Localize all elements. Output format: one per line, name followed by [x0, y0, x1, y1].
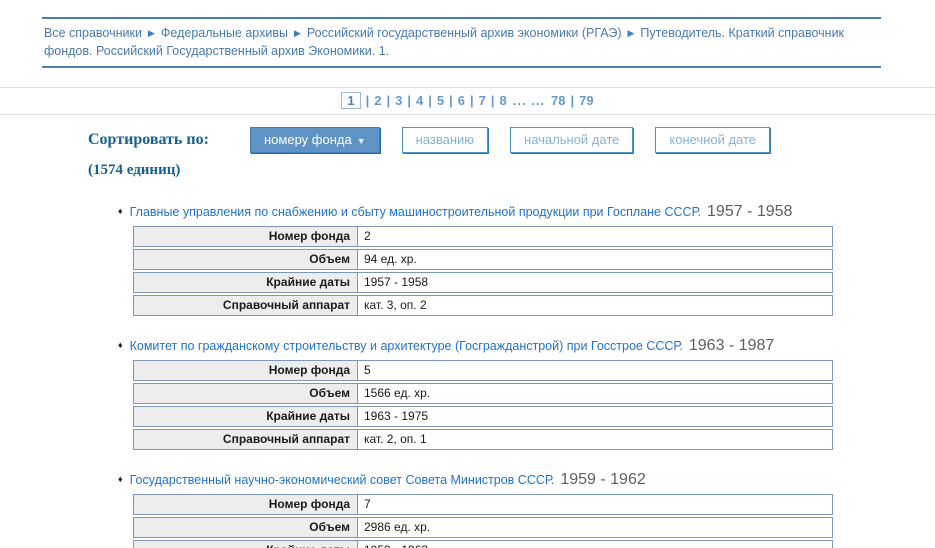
- fond-list: ♦ Главные управления по снабжению и сбыту…: [118, 203, 935, 548]
- pagination-page-6[interactable]: 6: [457, 93, 465, 108]
- fond-dates: 1963 - 1987: [688, 337, 775, 354]
- table-row: Объем 2986 ед. хр.: [133, 517, 833, 538]
- pagination-page-4[interactable]: 4: [416, 93, 424, 108]
- pagination-separator: |: [490, 93, 495, 108]
- breadcrumb-link-federal-archives[interactable]: Федеральные архивы: [160, 26, 288, 40]
- pagination-separator: |: [469, 93, 474, 108]
- pagination-ellipsis: ... ...: [512, 93, 546, 108]
- pagination-current-page: 1: [341, 92, 361, 109]
- table-row: Объем 1566 ед. хр.: [133, 383, 833, 404]
- breadcrumb-arrow-icon: ▶: [627, 28, 635, 38]
- breadcrumb: Все справочники ▶ Федеральные архивы ▶ Росси…: [42, 17, 881, 68]
- pagination-separator: |: [428, 93, 432, 108]
- breadcrumb-arrow-icon: ▶: [147, 28, 155, 38]
- table-row: Номер фонда 7: [133, 494, 833, 515]
- pagination: 1 | 2 | 3 | 4 | 5 | 6 | 7 | 8 ... ... 78 | 79: [0, 87, 935, 115]
- volume-value: 1566 ед. хр.: [358, 384, 832, 403]
- table-row: Объем 94 ед. хр.: [133, 249, 833, 270]
- fond-dates: 1959 - 1962: [560, 471, 646, 488]
- row-label: Крайние даты: [134, 541, 358, 548]
- breadcrumb-link-all-guides[interactable]: Все справочники: [44, 26, 142, 40]
- row-label: Номер фонда: [134, 361, 358, 380]
- row-label: Объем: [134, 518, 358, 537]
- fund-number-value: 7: [358, 495, 832, 514]
- fond-title-link[interactable]: Государственный научно-экономический сов…: [129, 473, 555, 487]
- table-row: Крайние даты 1963 - 1975: [133, 406, 833, 427]
- extreme-dates-value: 1959 - 1963: [358, 541, 832, 548]
- table-row: Номер фонда 5: [133, 360, 833, 381]
- volume-value: 94 ед. хр.: [358, 250, 832, 269]
- pagination-page-2[interactable]: 2: [374, 93, 382, 108]
- sort-button-start-date[interactable]: начальной дате: [510, 127, 634, 153]
- pagination-page-78[interactable]: 78: [551, 93, 566, 108]
- row-label: Крайние даты: [134, 273, 358, 292]
- bullet-diamond-icon: ♦: [118, 474, 123, 484]
- table-row: Крайние даты 1957 - 1958: [133, 272, 833, 293]
- reference-apparatus-value: кат. 3, оп. 2: [358, 296, 832, 315]
- sort-button-fund-number-label: номеру фонда: [264, 132, 352, 147]
- pagination-page-79[interactable]: 79: [579, 93, 594, 108]
- bullet-diamond-icon: ♦: [118, 206, 123, 216]
- list-item: ♦ Комитет по гражданскому строительству и…: [118, 337, 935, 450]
- volume-value: 2986 ед. хр.: [358, 518, 832, 537]
- sort-label: Сортировать по:: [88, 131, 209, 148]
- fund-number-value: 2: [358, 227, 832, 246]
- table-row: Номер фонда 2: [133, 226, 833, 247]
- pagination-separator: |: [365, 93, 370, 108]
- fond-dates: 1957 - 1958: [707, 203, 793, 220]
- reference-apparatus-value: кат. 2, оп. 1: [358, 430, 832, 449]
- pagination-separator: |: [386, 93, 391, 108]
- sort-button-fund-number[interactable]: номеру фонда ▼: [250, 127, 380, 153]
- sort-button-end-date[interactable]: конечной дате: [655, 127, 771, 153]
- row-label: Справочный аппарат: [134, 296, 358, 315]
- pagination-page-7[interactable]: 7: [478, 93, 486, 108]
- list-item: ♦ Главные управления по снабжению и сбыту…: [118, 203, 935, 316]
- extreme-dates-value: 1963 - 1975: [358, 407, 832, 426]
- row-label: Номер фонда: [134, 495, 358, 514]
- breadcrumb-link-rgae[interactable]: Российский государственный архив экономи…: [306, 26, 622, 40]
- breadcrumb-link-guide[interactable]: Путеводитель. Краткий справочник фондов.…: [44, 26, 845, 58]
- row-label: Объем: [134, 384, 358, 403]
- row-label: Номер фонда: [134, 227, 358, 246]
- pagination-page-3[interactable]: 3: [395, 93, 403, 108]
- table-row: Справочный аппарат кат. 2, оп. 1: [133, 429, 833, 450]
- chevron-down-icon: ▼: [356, 136, 366, 146]
- pagination-page-8[interactable]: 8: [499, 93, 507, 108]
- row-label: Объем: [134, 250, 358, 269]
- sort-controls: Сортировать по: номеру фонда ▼ названию н…: [88, 127, 935, 153]
- row-label: Справочный аппарат: [134, 430, 358, 449]
- bullet-diamond-icon: ♦: [118, 340, 123, 350]
- fond-attributes-table: Номер фонда 2 Объем 94 ед. хр. Крайние дат…: [133, 226, 833, 316]
- breadcrumb-arrow-icon: ▶: [293, 28, 301, 38]
- extreme-dates-value: 1957 - 1958: [358, 273, 832, 292]
- pagination-separator: |: [449, 93, 453, 108]
- pagination-separator: |: [570, 93, 575, 108]
- fond-title-link[interactable]: Комитет по гражданскому строительству и …: [129, 339, 683, 353]
- row-label: Крайние даты: [134, 407, 358, 426]
- results-count: (1574 единиц): [88, 162, 181, 178]
- table-row: Крайние даты1959 - 1963: [133, 540, 833, 548]
- pagination-separator: |: [407, 93, 411, 108]
- fond-title-link[interactable]: Главные управления по снабжению и сбыту …: [129, 205, 702, 219]
- list-item: ♦ Государственный научно-экономический со…: [118, 471, 935, 548]
- fond-attributes-table: Номер фонда 5 Объем 1566 ед. хр. Крайние д…: [133, 360, 833, 450]
- table-row: Справочный аппарат кат. 3, оп. 2: [133, 295, 833, 316]
- pagination-page-5[interactable]: 5: [436, 93, 445, 108]
- sort-button-name[interactable]: названию: [401, 127, 489, 153]
- fund-number-value: 5: [358, 361, 832, 380]
